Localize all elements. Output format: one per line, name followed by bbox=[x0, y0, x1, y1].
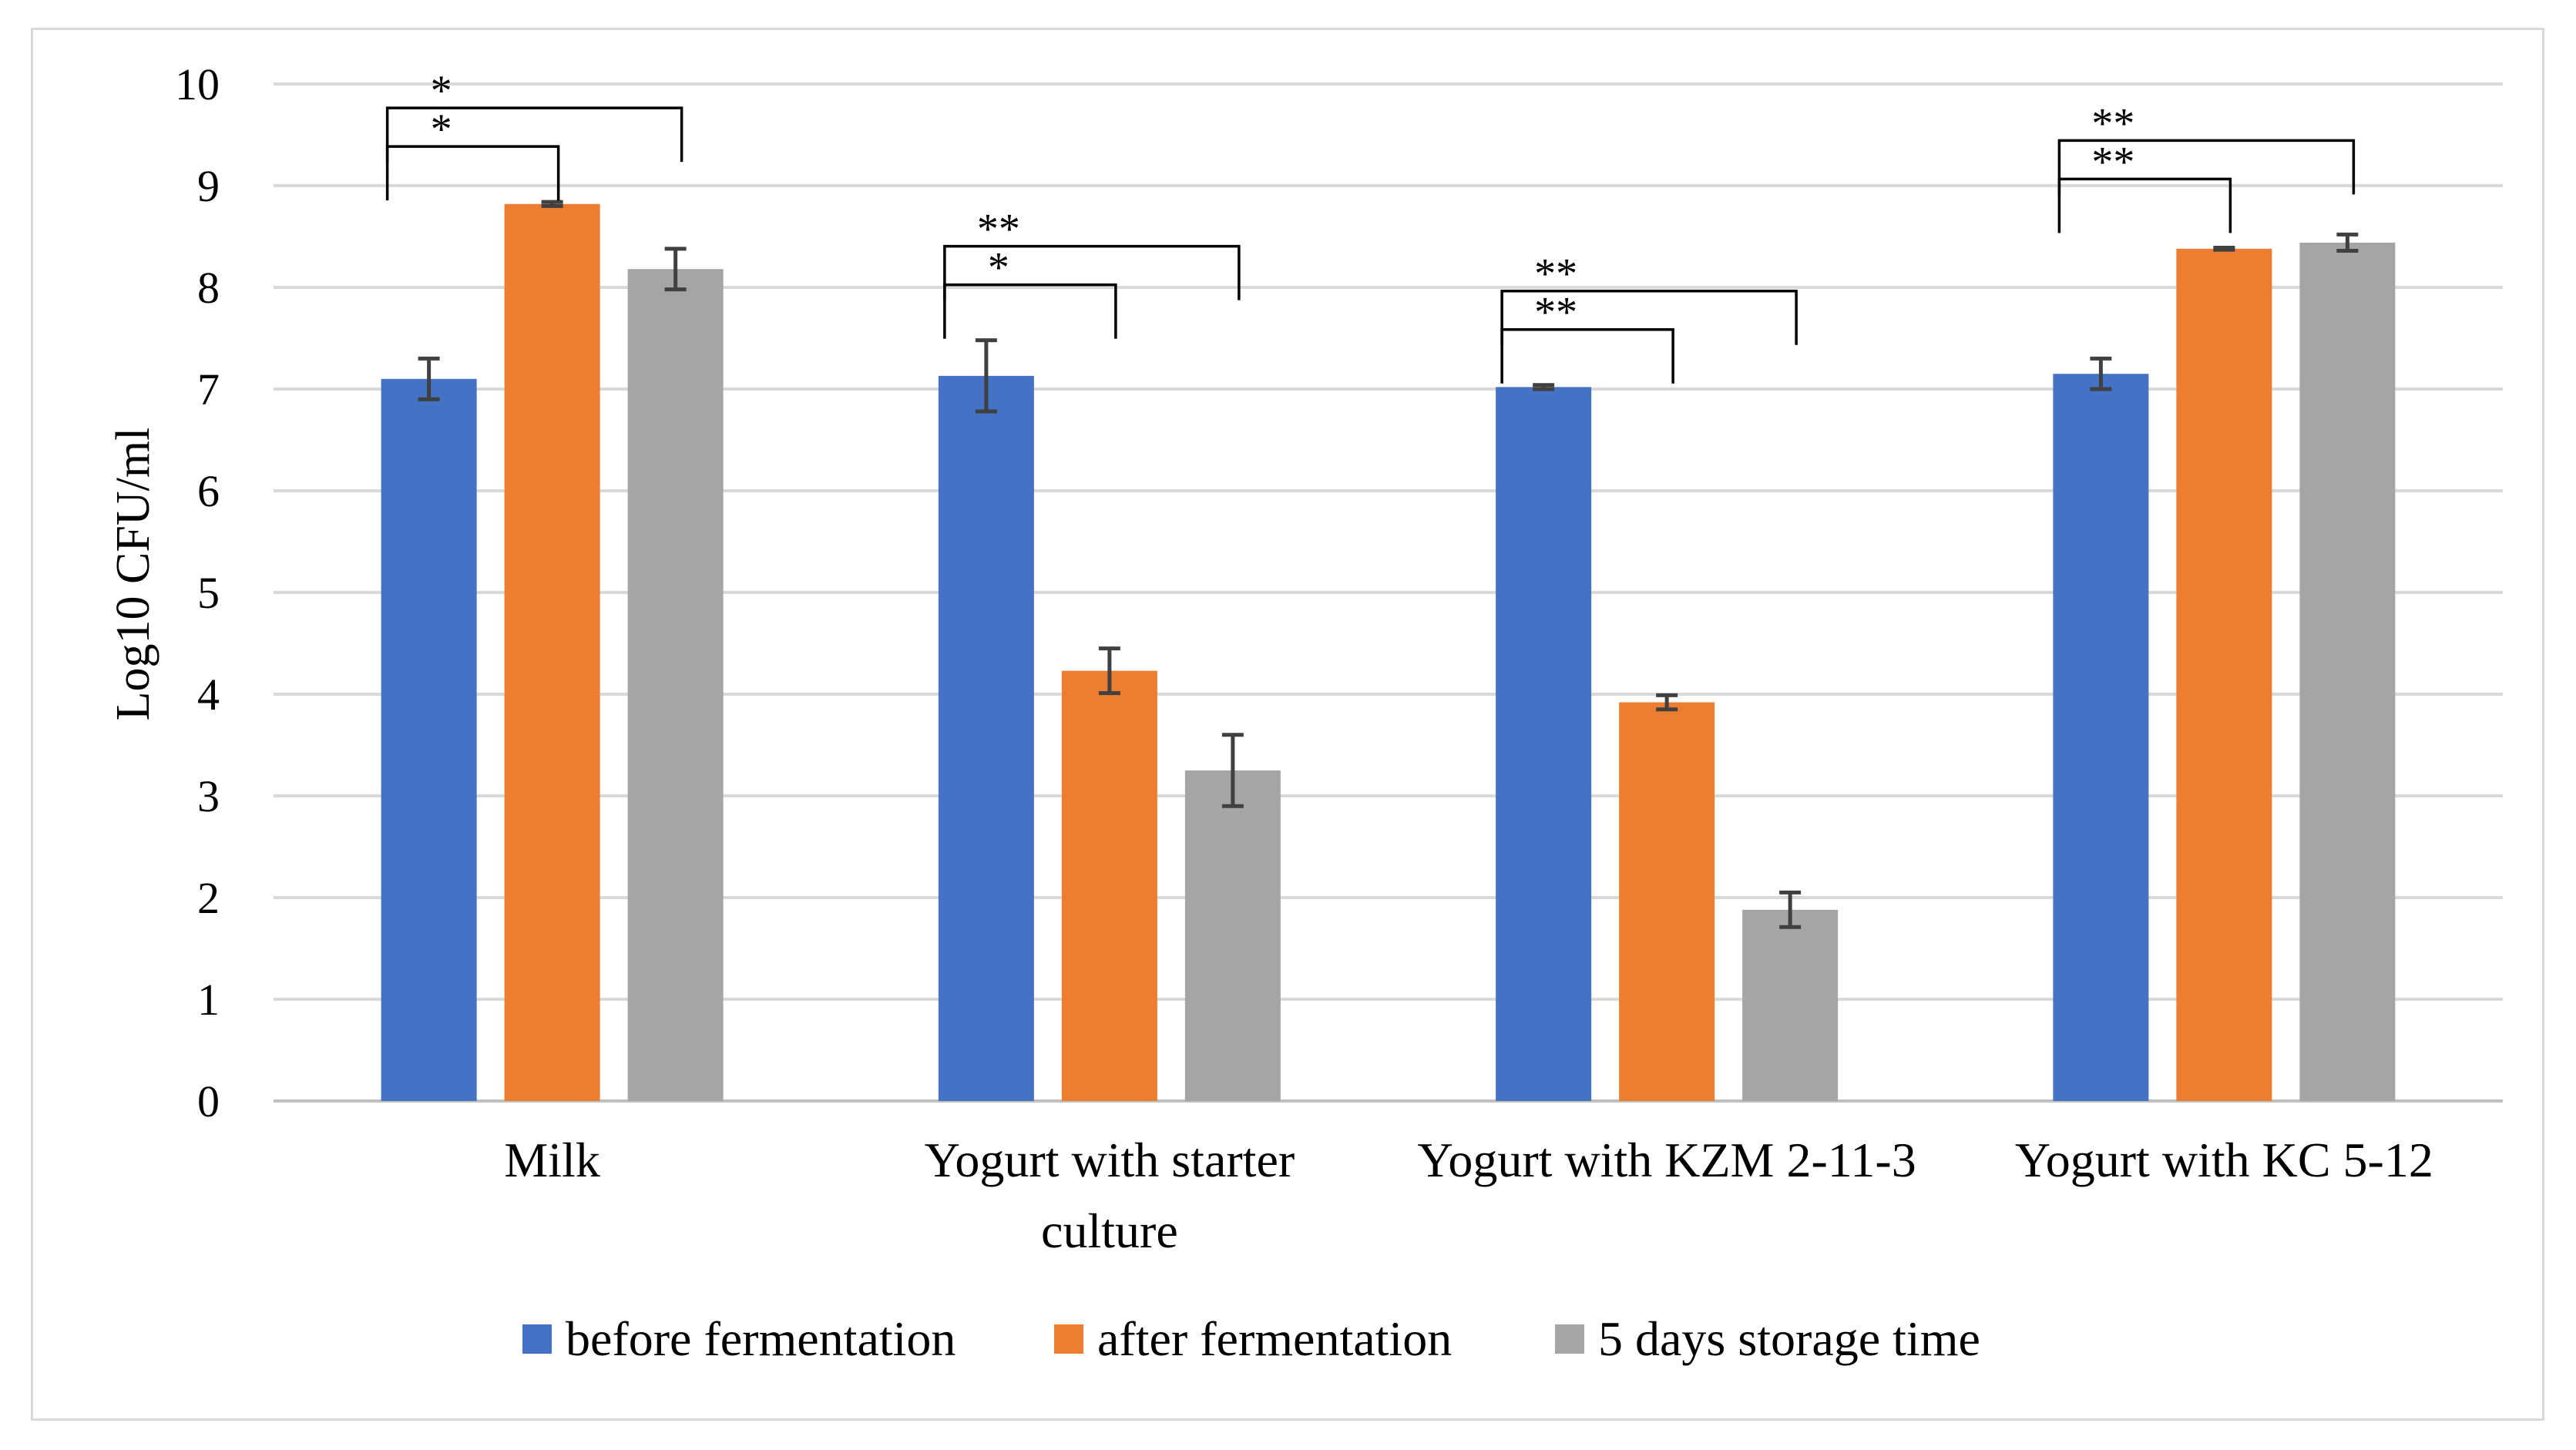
significance-label: * bbox=[988, 244, 1009, 292]
error-bar bbox=[418, 356, 440, 401]
legend: before fermentation after fermentation 5 d… bbox=[522, 1311, 1980, 1366]
y-tick-label: 3 bbox=[197, 771, 220, 821]
x-category-label-line: Yogurt with starter bbox=[925, 1133, 1295, 1187]
bar bbox=[2176, 248, 2272, 1102]
bar bbox=[1619, 702, 1715, 1101]
y-tick-label: 0 bbox=[197, 1076, 220, 1126]
error-bar bbox=[1098, 646, 1120, 696]
legend-label: before fermentation bbox=[566, 1311, 956, 1366]
x-category-label-line: Yogurt with KC 5-12 bbox=[2015, 1133, 2433, 1187]
significance-label: ** bbox=[2091, 99, 2134, 147]
x-category-label-line: Milk bbox=[504, 1133, 599, 1187]
legend-label: after fermentation bbox=[1097, 1311, 1452, 1366]
error-bar bbox=[2090, 356, 2112, 391]
y-tick-label: 6 bbox=[197, 466, 220, 516]
y-tick-label: 8 bbox=[197, 263, 220, 313]
x-category-label: Yogurt with starter culture bbox=[925, 1133, 1295, 1258]
error-bar bbox=[664, 247, 687, 292]
error-bar bbox=[541, 200, 563, 208]
legend-swatch bbox=[1054, 1324, 1083, 1354]
significance-label: ** bbox=[977, 206, 1020, 253]
y-tick-label: 4 bbox=[197, 670, 220, 720]
bar bbox=[1496, 387, 1592, 1101]
error-bar bbox=[2213, 246, 2235, 252]
bar bbox=[504, 203, 600, 1101]
bar bbox=[627, 269, 724, 1101]
y-tick-label: 2 bbox=[197, 873, 220, 923]
x-category-label: Yogurt with KZM 2-11-3 bbox=[1418, 1133, 1916, 1187]
legend-item: before fermentation bbox=[522, 1311, 956, 1366]
significance-bracket: ** bbox=[1500, 289, 1674, 384]
bracket-line bbox=[385, 106, 683, 163]
significance-bracket: * bbox=[385, 67, 683, 163]
gridlines bbox=[274, 82, 2503, 1103]
bracket-line bbox=[943, 244, 1241, 300]
significance-bracket: ** bbox=[2057, 99, 2356, 195]
significance-label: ** bbox=[1534, 250, 1577, 298]
legend-swatch bbox=[522, 1324, 552, 1354]
error-bar bbox=[1221, 733, 1244, 808]
bar bbox=[1184, 770, 1281, 1101]
significance-bracket: ** bbox=[2057, 138, 2232, 233]
chart-frame: 0 1 2 3 4 5 6 7 8 9 10 * * * ** ** ** ** ** Milk Yogurt wi… bbox=[31, 28, 2544, 1421]
bracket-line bbox=[1500, 289, 1798, 345]
significance-bracket: * bbox=[385, 106, 560, 201]
bar bbox=[1061, 670, 1157, 1101]
y-tick-label: 5 bbox=[197, 568, 220, 618]
legend-item: 5 days storage time bbox=[1555, 1311, 1980, 1366]
error-bar bbox=[1779, 890, 1802, 929]
y-tick-label: 10 bbox=[175, 59, 220, 109]
bracket-line bbox=[2057, 177, 2232, 233]
y-axis-ticks: 0 1 2 3 4 5 6 7 8 9 10 bbox=[175, 59, 220, 1126]
y-axis-title: Log10 CFU/ml bbox=[107, 428, 160, 721]
significance-label: ** bbox=[1534, 289, 1577, 337]
bracket-line bbox=[943, 283, 1117, 339]
error-bar bbox=[975, 338, 997, 414]
bracket-line bbox=[1500, 327, 1674, 384]
bracket-line bbox=[2057, 139, 2356, 195]
significance-brackets: ************* bbox=[385, 67, 2356, 384]
error-bar bbox=[1533, 383, 1555, 391]
y-tick-label: 1 bbox=[197, 975, 220, 1025]
bars bbox=[381, 203, 2396, 1102]
legend-label: 5 days storage time bbox=[1598, 1311, 1980, 1366]
bar bbox=[938, 375, 1034, 1102]
x-category-label-line: culture bbox=[1041, 1203, 1178, 1258]
significance-label: * bbox=[431, 106, 452, 153]
significance-bracket: * bbox=[943, 244, 1117, 339]
error-bar bbox=[2336, 232, 2359, 253]
significance-label: ** bbox=[2091, 138, 2134, 186]
legend-swatch bbox=[1555, 1324, 1584, 1354]
error-bars bbox=[418, 200, 2359, 929]
y-tick-label: 9 bbox=[197, 161, 220, 211]
y-tick-label: 7 bbox=[197, 364, 220, 415]
x-category-label: Yogurt with KC 5-12 bbox=[2015, 1133, 2433, 1187]
bar bbox=[2053, 374, 2149, 1101]
x-category-label-line: Yogurt with KZM 2-11-3 bbox=[1418, 1133, 1916, 1187]
bar bbox=[1742, 909, 1839, 1101]
legend-item: after fermentation bbox=[1054, 1311, 1452, 1366]
error-bar bbox=[1656, 693, 1678, 712]
bar bbox=[381, 378, 477, 1101]
x-category-label: Milk bbox=[504, 1133, 599, 1187]
bar bbox=[2299, 242, 2396, 1101]
bracket-line bbox=[385, 145, 560, 201]
significance-bracket: ** bbox=[1500, 250, 1798, 345]
significance-label: * bbox=[431, 67, 452, 115]
significance-bracket: ** bbox=[943, 206, 1241, 300]
